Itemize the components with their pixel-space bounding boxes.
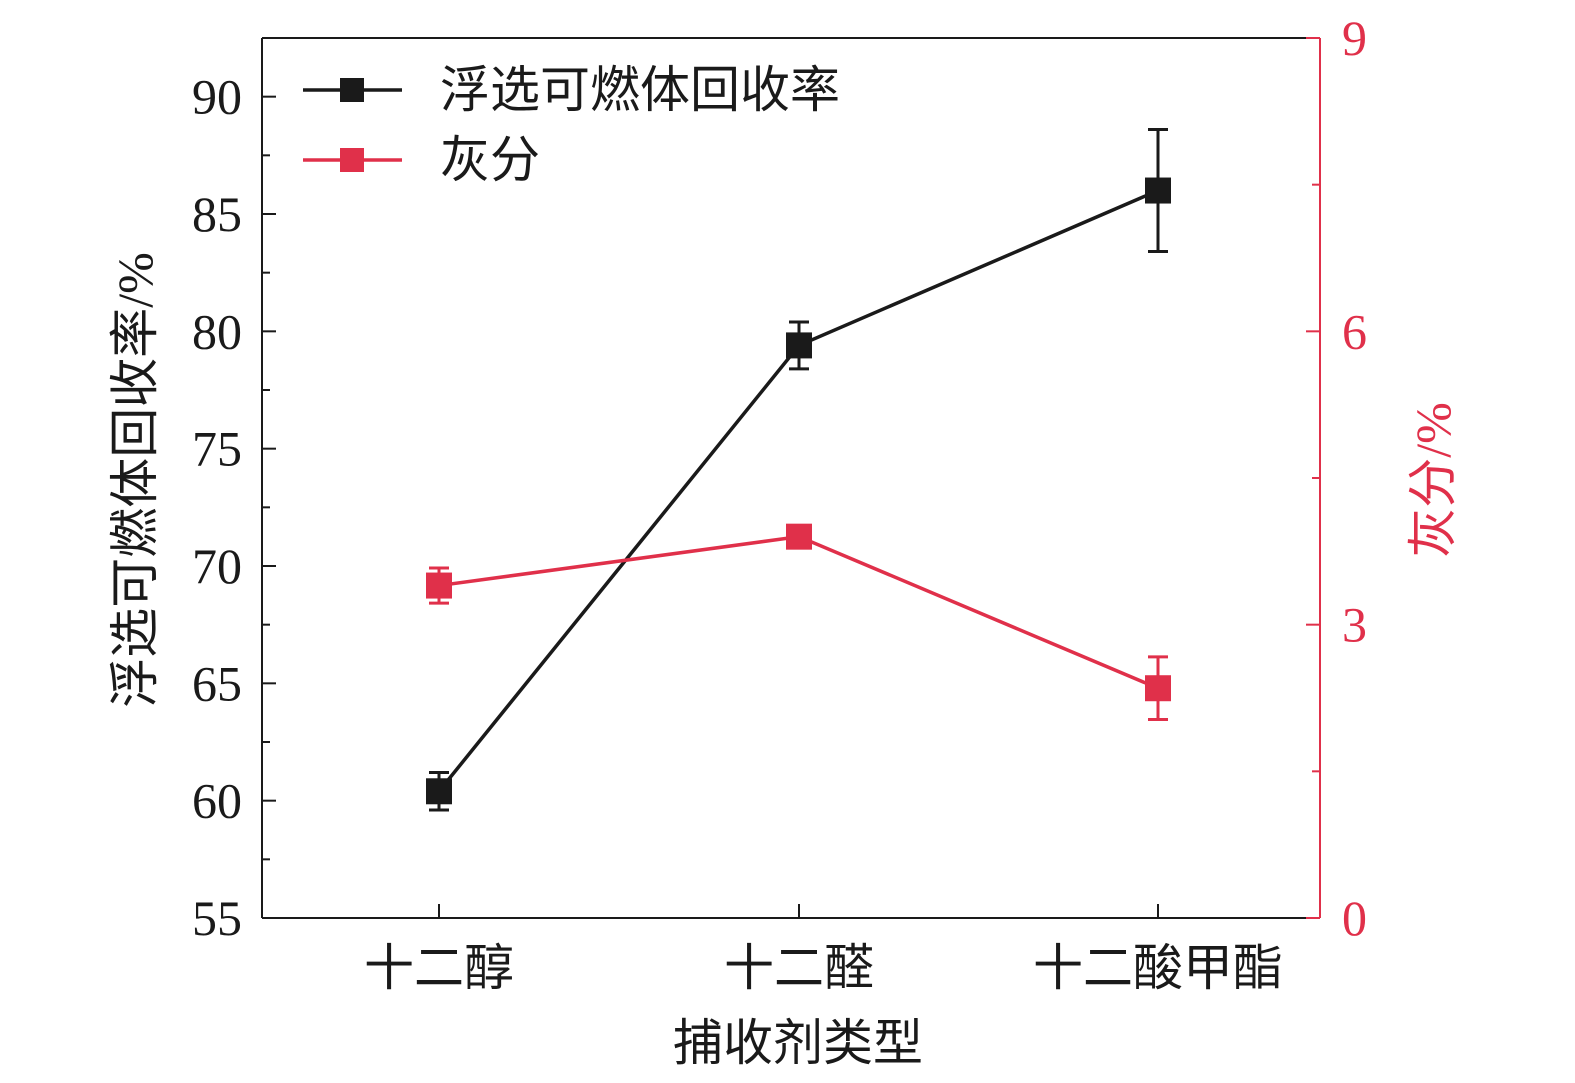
data-point (786, 523, 812, 550)
x-tick-label: 十二醇 (364, 940, 514, 996)
y-left-tick-label: 85 (192, 186, 242, 242)
x-tick-label: 十二醛 (724, 940, 874, 996)
y-left-tick-label: 90 (192, 69, 242, 125)
y-axis-right-label: 灰分/% (1405, 402, 1461, 558)
y-left-tick-label: 70 (192, 538, 242, 594)
y-right-tick-label: 6 (1342, 303, 1367, 359)
legend-marker (340, 148, 364, 172)
data-point (426, 778, 452, 805)
y-left-tick-label: 75 (192, 421, 242, 477)
data-point (426, 572, 452, 599)
y-right-tick-label: 3 (1342, 597, 1367, 653)
data-point (786, 332, 812, 359)
y-right-tick-label: 0 (1342, 890, 1367, 946)
y-left-tick-label: 55 (192, 890, 242, 946)
y-left-tick-label: 80 (192, 303, 242, 359)
x-tick-label: 十二酸甲酯 (1033, 940, 1283, 996)
series-line-0 (437, 188, 1159, 793)
series-line-1 (438, 534, 1159, 690)
x-axis-label: 捕收剂类型 (673, 1015, 923, 1071)
data-point (1145, 675, 1171, 702)
legend-marker (340, 78, 364, 102)
y-left-tick-label: 65 (192, 655, 242, 711)
legend-label: 浮选可燃体回收率 (440, 62, 840, 118)
legend-label: 灰分 (440, 132, 540, 188)
y-axis-left-label: 浮选可燃体回收率/% (107, 252, 163, 708)
y-left-tick-label: 60 (192, 773, 242, 829)
data-point (1145, 177, 1171, 204)
y-right-tick-label: 9 (1342, 10, 1367, 66)
